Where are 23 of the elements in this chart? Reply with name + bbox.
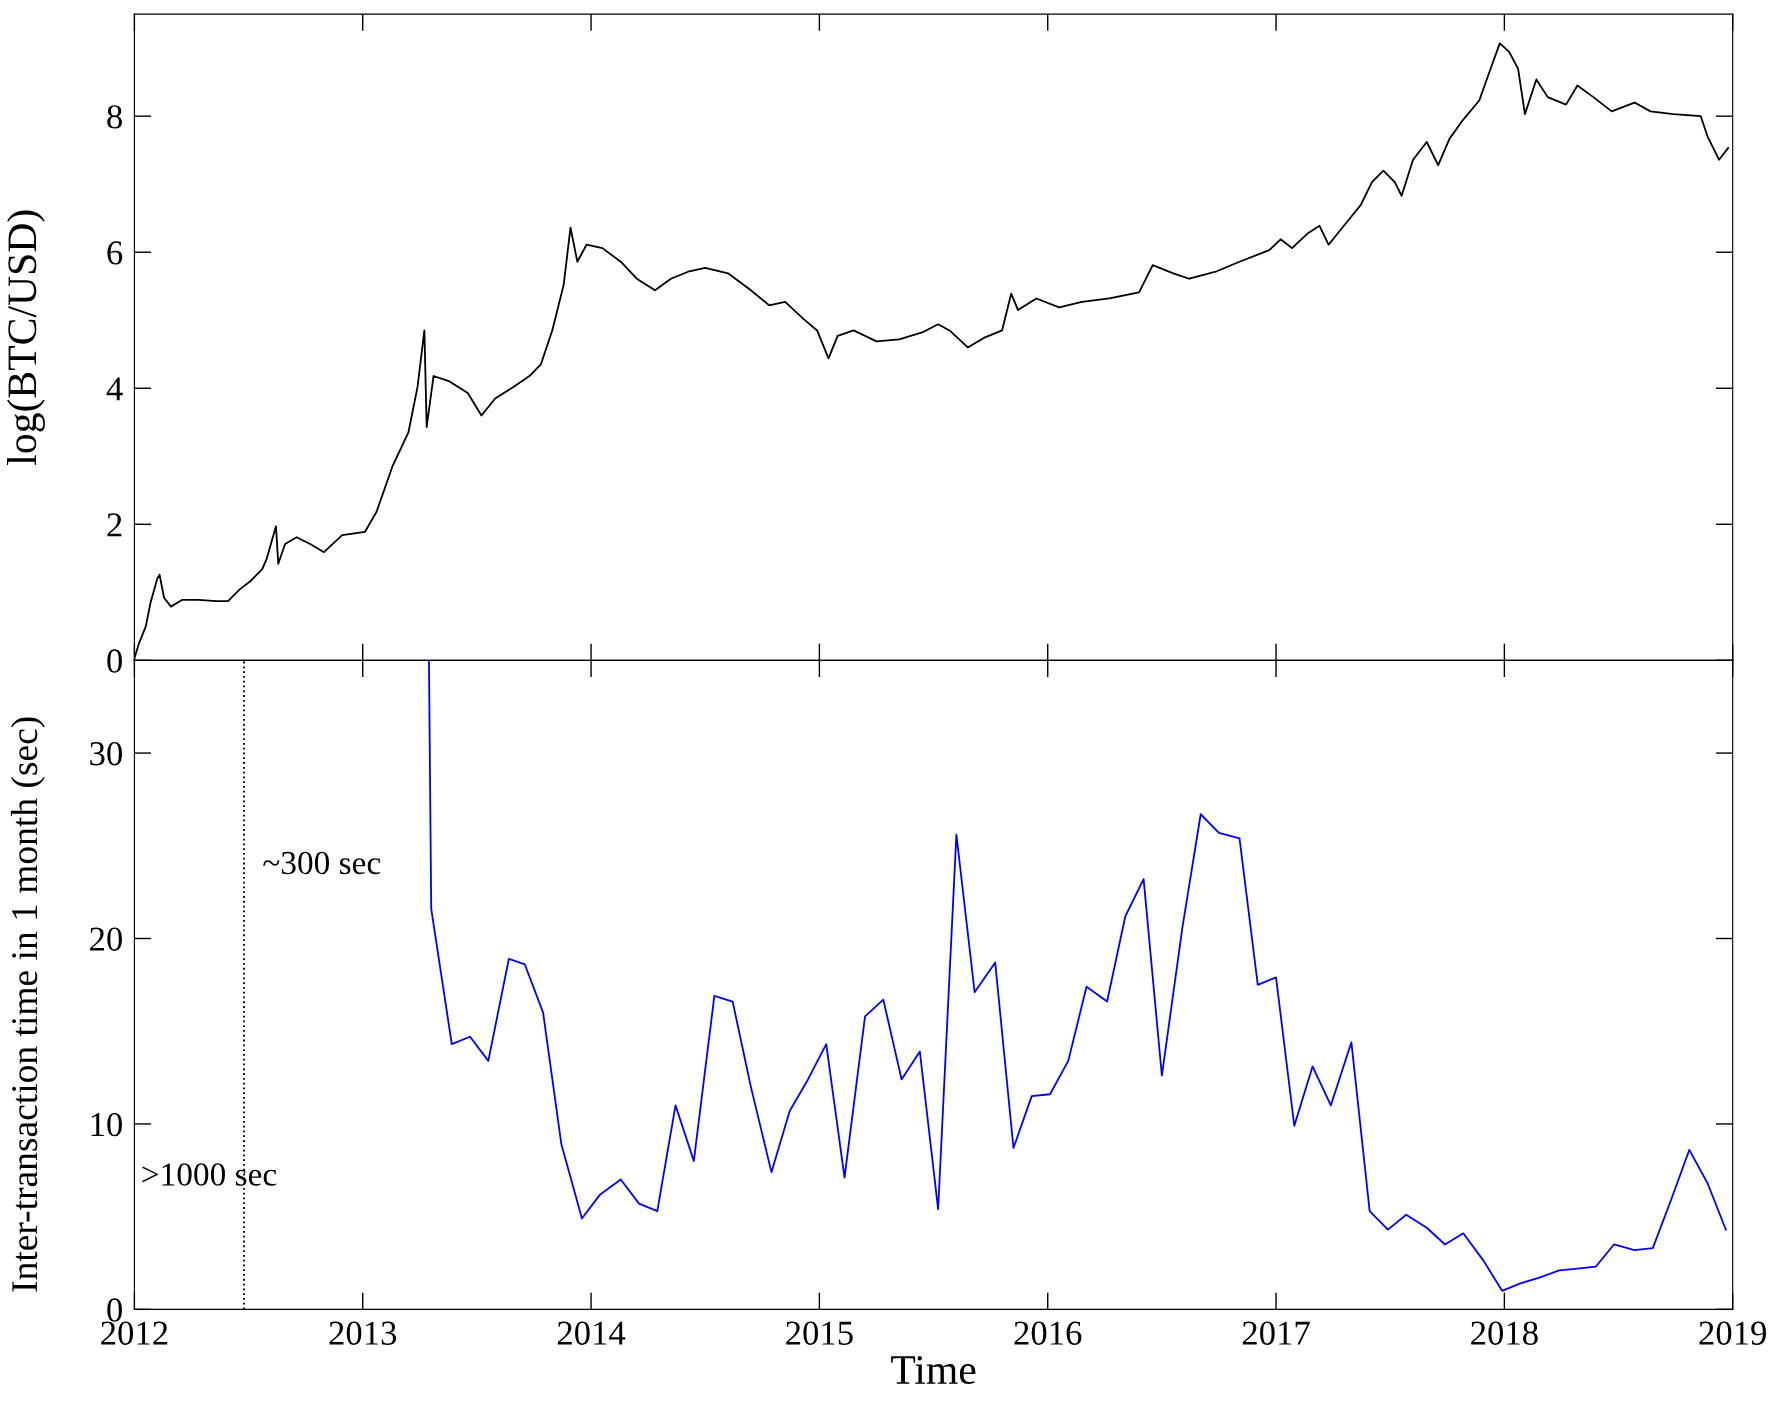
x-tick-label: 2015	[786, 1321, 853, 1345]
y-tick-label: 6	[107, 241, 123, 265]
x-tick-label: 2017	[1242, 1321, 1310, 1345]
x-axis-title: Time	[891, 1356, 976, 1385]
y-axis-title: Inter-transaction time in 1 month (sec)	[10, 717, 45, 1292]
annotation: >1000 sec	[142, 1163, 277, 1186]
y-tick-label: 2	[107, 513, 122, 537]
x-tick-label: 2018	[1471, 1321, 1538, 1345]
x-tick-label: 2014	[557, 1321, 626, 1345]
y-tick-label: 8	[107, 105, 122, 129]
x-tick-label: 2019	[1699, 1321, 1766, 1345]
y-tick-label: 20	[90, 927, 122, 951]
line-series	[428, 660, 1727, 1292]
annotation: ~300 sec	[263, 851, 381, 875]
x-tick-label: 2016	[1014, 1321, 1082, 1345]
x-tick-label: 2012	[101, 1321, 168, 1345]
y-tick-label: 4	[106, 377, 123, 401]
x-tick-label: 2013	[329, 1321, 397, 1345]
y-tick-label: 0	[107, 1298, 122, 1322]
y-tick-label: 30	[90, 742, 122, 766]
y-tick-label: 0	[107, 649, 122, 673]
y-tick-label: 10	[91, 1112, 122, 1137]
y-axis-title: log(BTC/USD)	[7, 210, 45, 465]
